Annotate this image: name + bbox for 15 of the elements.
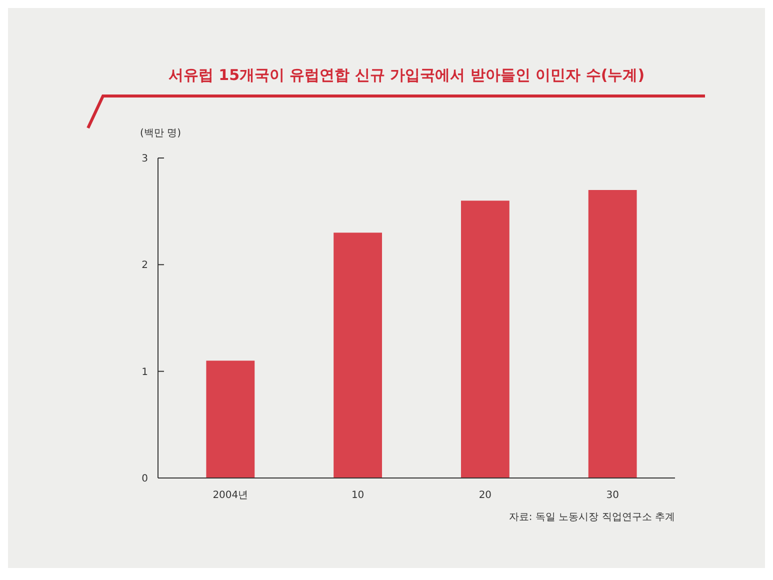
x-tick-label: 20 (478, 490, 492, 501)
chart-title: 서유럽 15개국이 유럽연합 신규 가입국에서 받아들인 이민자 수(누계) (168, 66, 645, 84)
y-axis-title: (백만 명) (140, 128, 182, 139)
x-tick-label: 10 (351, 490, 364, 501)
bar (588, 190, 637, 478)
y-tick-label: 0 (142, 474, 148, 484)
bar (460, 200, 510, 478)
text: 자료: 독일 노동시장 직업연구소 추계 (508, 512, 675, 523)
y-tick-label: 3 (142, 154, 148, 164)
x-tick-label: 2004년 (212, 490, 248, 501)
y-tick-label: 2 (142, 260, 148, 272)
bar (206, 360, 255, 478)
y-tick-label: 1 (142, 366, 148, 378)
bar (334, 232, 382, 478)
x-tick-label: 30 (606, 490, 619, 501)
